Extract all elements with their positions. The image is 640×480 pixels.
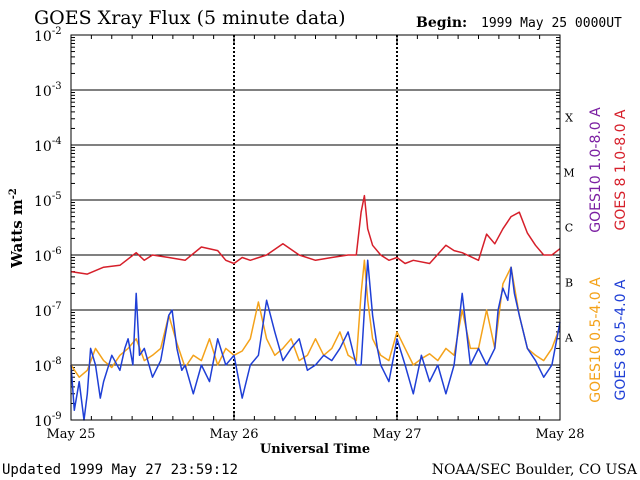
y-axis-label-exponent: -2	[8, 188, 19, 199]
y-tick-label: 10-4	[34, 136, 62, 155]
y-tick-label: 10-9	[34, 411, 62, 430]
flare-class-label: B	[565, 277, 573, 290]
begin-value: 1999 May 25 0000UT	[481, 16, 622, 31]
plot-grid	[70, 35, 561, 420]
flare-class-label: X	[565, 112, 573, 125]
y-axis-label: Watts m-2	[8, 188, 26, 269]
y-tick-label: 10-5	[34, 191, 62, 210]
x-axis-label: Universal Time	[260, 442, 370, 457]
y-tick-base: 10	[34, 304, 52, 320]
y-tick-exponent: -5	[52, 191, 62, 202]
y-tick-label: 10-3	[34, 81, 62, 100]
y-tick-exponent: -9	[52, 411, 62, 422]
y-tick-exponent: -8	[52, 356, 62, 367]
y-tick-label: 10-7	[34, 301, 62, 320]
y-tick-base: 10	[34, 414, 52, 430]
updated-timestamp: Updated 1999 May 27 23:59:12	[2, 462, 238, 478]
x-tick-label: May 28	[535, 427, 584, 442]
y-tick-label: 10-6	[34, 246, 62, 265]
y-tick-base: 10	[34, 139, 52, 155]
flare-class-label: A	[564, 332, 574, 345]
y-tick-base: 10	[34, 359, 52, 375]
legend-entry: GOES 8 0.5-4.0 A	[613, 279, 629, 400]
legend-entry: GOES 8 1.0-8.0 A	[613, 109, 629, 230]
plot-frame	[70, 34, 561, 421]
y-tick-base: 10	[34, 249, 52, 265]
credit-text: NOAA/SEC Boulder, CO USA	[432, 462, 638, 478]
y-tick-base: 10	[34, 194, 52, 210]
flare-class-label: M	[563, 167, 574, 180]
y-tick-exponent: -2	[52, 26, 62, 37]
y-tick-exponent: -7	[52, 301, 62, 312]
series-line	[70, 194, 561, 275]
x-tick-label: May 25	[46, 427, 95, 442]
legend-entry: GOES10 0.5-4.0 A	[588, 277, 604, 403]
flare-class-label: C	[565, 222, 573, 235]
y-tick-exponent: -6	[52, 246, 62, 257]
series-line	[70, 259, 561, 421]
x-tick-label: May 26	[209, 427, 258, 442]
y-tick-exponent: -4	[52, 136, 62, 147]
legend: GOES10 1.0-8.0 A GOES 8 1.0-8.0 A GOES10 0…	[588, 107, 629, 403]
y-tick-base: 10	[34, 84, 52, 100]
y-tick-label: 10-8	[34, 356, 62, 375]
chart-title: GOES Xray Flux (5 minute data)	[34, 7, 346, 29]
series-line	[70, 259, 561, 378]
y-tick-exponent: -3	[52, 81, 62, 92]
y-tick-base: 10	[34, 29, 52, 45]
series-layer	[70, 194, 561, 421]
legend-entry: GOES10 1.0-8.0 A	[588, 107, 604, 233]
y-axis-label-text: Watts m	[8, 199, 26, 269]
x-tick-label: May 27	[372, 427, 421, 442]
y-tick-label: 10-2	[34, 26, 62, 45]
begin-label: Begin:	[416, 15, 467, 31]
